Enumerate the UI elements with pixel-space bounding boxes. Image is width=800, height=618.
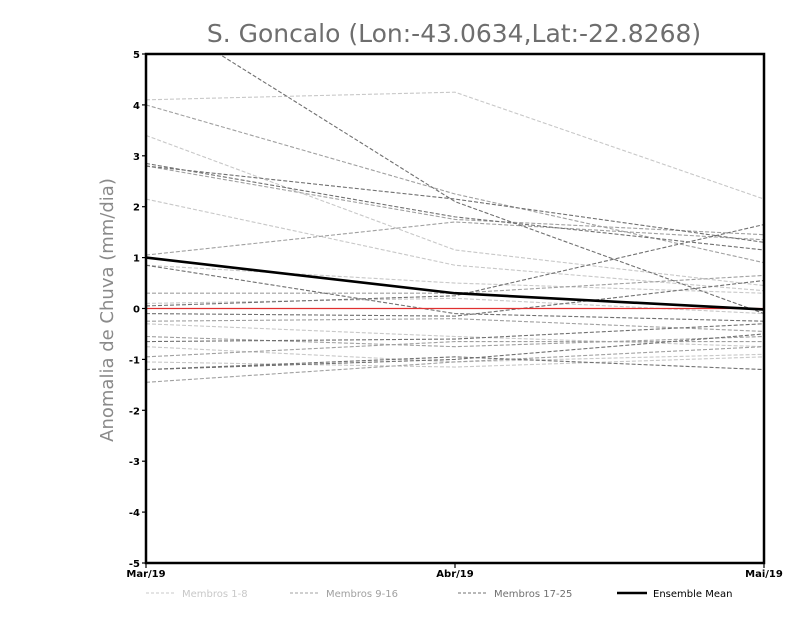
series-line-group1-member3 xyxy=(146,198,764,292)
series-line-group2-member5 xyxy=(146,318,764,332)
y-tick-label: -2 xyxy=(129,406,140,417)
y-tick-label: 2 xyxy=(133,203,140,214)
series-line-group1-member5 xyxy=(146,297,764,315)
plot-frame xyxy=(144,52,766,565)
x-tick-label: Mai/19 xyxy=(745,569,783,580)
series-line-group3-member9 xyxy=(146,333,764,371)
series-line-group2-member1 xyxy=(146,104,764,264)
y-axis-label: Anomalia de Chuva (mm/dia) xyxy=(97,178,118,442)
series-line-group3-member5 xyxy=(146,223,764,307)
y-tick-label: -5 xyxy=(129,559,140,570)
x-tick-label: Abr/19 xyxy=(436,569,473,580)
legend-label: Membros 1-8 xyxy=(182,589,248,600)
series-line-group2-member3 xyxy=(146,221,764,256)
series-line-group3-member1 xyxy=(218,54,764,315)
series-line-group1-member1 xyxy=(146,91,764,200)
y-tick-label: -3 xyxy=(129,457,140,468)
ensemble-mean-line xyxy=(146,256,764,311)
series-line-group1-member8 xyxy=(146,356,764,368)
chart-title: S. Goncalo (Lon:-43.0634,Lat:-22.8268) xyxy=(207,19,701,48)
y-tick-label: 4 xyxy=(133,101,140,112)
series-line-group2-member8 xyxy=(146,346,764,383)
series-line-group1-member2 xyxy=(146,134,764,287)
series-line-group3-member8 xyxy=(146,356,764,371)
series-line-group2-member2 xyxy=(146,165,764,236)
x-tick-label: Mar/19 xyxy=(126,569,165,580)
y-tick-label: 3 xyxy=(133,152,140,163)
series-line-group3-member4 xyxy=(146,264,764,322)
series-line-group3-member6 xyxy=(146,279,764,317)
series-line-group3-member2 xyxy=(146,162,764,251)
series-line-group1-member6 xyxy=(146,323,764,348)
y-tick-label: -1 xyxy=(129,355,140,366)
y-tick-label: 5 xyxy=(133,50,140,61)
series-line-group1-member4 xyxy=(146,264,764,294)
legend-label: Membros 9-16 xyxy=(326,589,398,600)
legend-label: Membros 17-25 xyxy=(494,589,572,600)
series-line-group3-member7 xyxy=(146,323,764,343)
legend-label: Ensemble Mean xyxy=(653,589,732,600)
series-line-group3-member3 xyxy=(146,165,764,243)
legend: Membros 1-8 Membros 9-16 Membros 17-25 Ense… xyxy=(146,589,732,600)
series-line-group2-member6 xyxy=(146,335,764,348)
y-tick-label: 1 xyxy=(133,254,140,265)
series-line-group2-member7 xyxy=(146,341,764,358)
y-tick-label: 0 xyxy=(133,305,140,316)
y-tick-label: -4 xyxy=(129,508,140,519)
